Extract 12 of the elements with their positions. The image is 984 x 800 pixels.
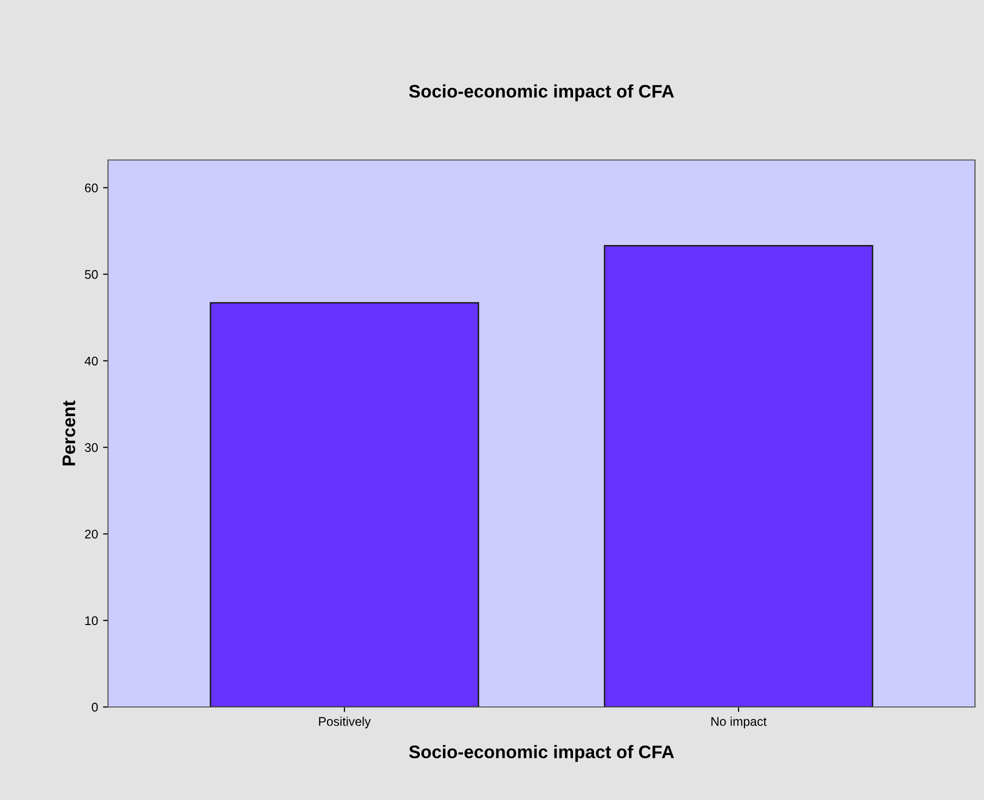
y-tick-label: 20 — [85, 530, 98, 539]
chart-title: Socio-economic impact of CFA — [409, 84, 674, 102]
x-axis-title: Socio-economic impact of CFA — [409, 745, 674, 762]
x-tick-label: No impact — [711, 716, 767, 728]
y-axis-title: Percent — [62, 400, 76, 466]
y-tick-label: 60 — [85, 183, 98, 192]
y-tick-label: 0 — [92, 702, 98, 712]
y-tick-label: 10 — [85, 616, 98, 626]
y-tick-label: 40 — [84, 356, 98, 366]
x-tick-label: Positively — [319, 716, 371, 728]
y-tick-label: 30 — [84, 443, 98, 452]
y-tick-label: 50 — [84, 270, 98, 279]
